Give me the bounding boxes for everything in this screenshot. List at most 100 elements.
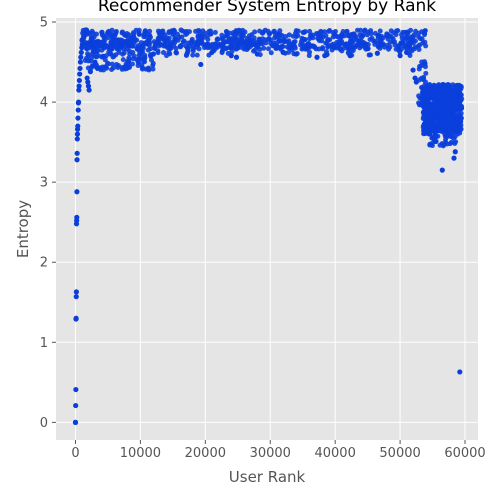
- data-point: [422, 112, 428, 118]
- data-point: [213, 41, 219, 47]
- data-point: [432, 90, 438, 96]
- data-point: [86, 43, 92, 49]
- data-point: [458, 84, 464, 90]
- data-point: [98, 40, 104, 46]
- data-point: [85, 51, 91, 57]
- data-point: [88, 58, 94, 64]
- data-point: [198, 36, 204, 42]
- data-point: [165, 38, 171, 44]
- data-point: [295, 28, 301, 34]
- data-point: [77, 65, 83, 72]
- data-point: [416, 34, 422, 40]
- data-point: [108, 39, 114, 45]
- data-point: [261, 45, 267, 51]
- data-point: [413, 79, 419, 85]
- data-point: [273, 45, 279, 51]
- data-point: [166, 49, 172, 55]
- data-point: [452, 149, 458, 155]
- data-point: [449, 128, 455, 134]
- y-tick-label: 0: [40, 416, 48, 431]
- data-point: [293, 51, 299, 57]
- data-point: [219, 50, 225, 56]
- data-point: [405, 39, 411, 45]
- data-point: [251, 35, 257, 41]
- data-point: [73, 289, 79, 295]
- y-tick-label: 4: [40, 96, 48, 111]
- data-point: [339, 48, 345, 54]
- data-point: [384, 33, 390, 39]
- data-point: [327, 27, 333, 33]
- data-point: [428, 95, 434, 101]
- data-point: [386, 46, 392, 52]
- data-point: [405, 30, 411, 36]
- data-point: [240, 32, 246, 38]
- data-point: [73, 294, 79, 300]
- data-point: [86, 87, 92, 93]
- data-point: [236, 31, 242, 37]
- data-point: [322, 29, 328, 35]
- data-point: [254, 51, 260, 57]
- data-point: [183, 31, 189, 37]
- data-point: [289, 47, 295, 53]
- data-point: [441, 89, 447, 95]
- data-point: [319, 38, 325, 44]
- data-point: [75, 99, 82, 105]
- data-point: [287, 42, 293, 48]
- data-point: [190, 52, 196, 58]
- plot-background: [56, 18, 478, 440]
- data-point: [183, 43, 189, 49]
- data-point: [139, 65, 145, 71]
- data-point: [427, 82, 433, 88]
- data-point: [130, 33, 136, 39]
- data-point: [109, 46, 115, 52]
- data-point: [181, 38, 187, 44]
- chart-title: Recommender System Entropy by Rank: [98, 0, 436, 16]
- data-point: [96, 43, 102, 49]
- data-point: [229, 44, 235, 50]
- data-point: [85, 79, 91, 85]
- data-point: [354, 37, 360, 43]
- data-point: [344, 28, 350, 34]
- data-point: [435, 84, 441, 90]
- data-point: [229, 48, 235, 54]
- data-point: [200, 28, 206, 34]
- data-point: [300, 29, 306, 35]
- data-point: [171, 31, 177, 37]
- data-point: [83, 27, 90, 33]
- data-point: [433, 123, 439, 129]
- data-point: [194, 52, 200, 58]
- x-tick-label: 60000: [444, 446, 485, 461]
- data-point: [84, 75, 90, 81]
- grid-lines: [52, 18, 478, 444]
- data-point: [332, 44, 338, 50]
- data-point: [432, 108, 438, 114]
- data-point: [74, 131, 81, 137]
- data-point: [76, 77, 82, 84]
- data-point: [74, 136, 80, 142]
- data-point: [189, 38, 195, 44]
- data-point: [271, 40, 277, 46]
- y-tick-label: 5: [40, 16, 48, 31]
- data-point: [451, 120, 457, 126]
- data-point: [166, 29, 172, 35]
- data-point: [437, 91, 443, 97]
- data-point: [314, 31, 320, 37]
- data-point: [233, 54, 240, 60]
- data-point: [123, 63, 129, 69]
- data-point: [157, 36, 163, 42]
- y-tick-label: 1: [40, 336, 48, 351]
- data-point: [119, 30, 125, 36]
- data-point: [355, 27, 361, 33]
- data-point: [432, 102, 438, 108]
- y-tick-label: 2: [40, 256, 48, 271]
- data-point: [75, 123, 81, 129]
- data-point: [358, 38, 364, 44]
- data-point: [126, 48, 132, 54]
- x-tick-labels: 0 10000 20000 30000 40000 50000 60000: [71, 446, 485, 461]
- data-point: [75, 107, 81, 113]
- data-point: [421, 121, 427, 127]
- data-point: [437, 142, 443, 148]
- data-point: [428, 104, 434, 110]
- data-point: [142, 28, 148, 34]
